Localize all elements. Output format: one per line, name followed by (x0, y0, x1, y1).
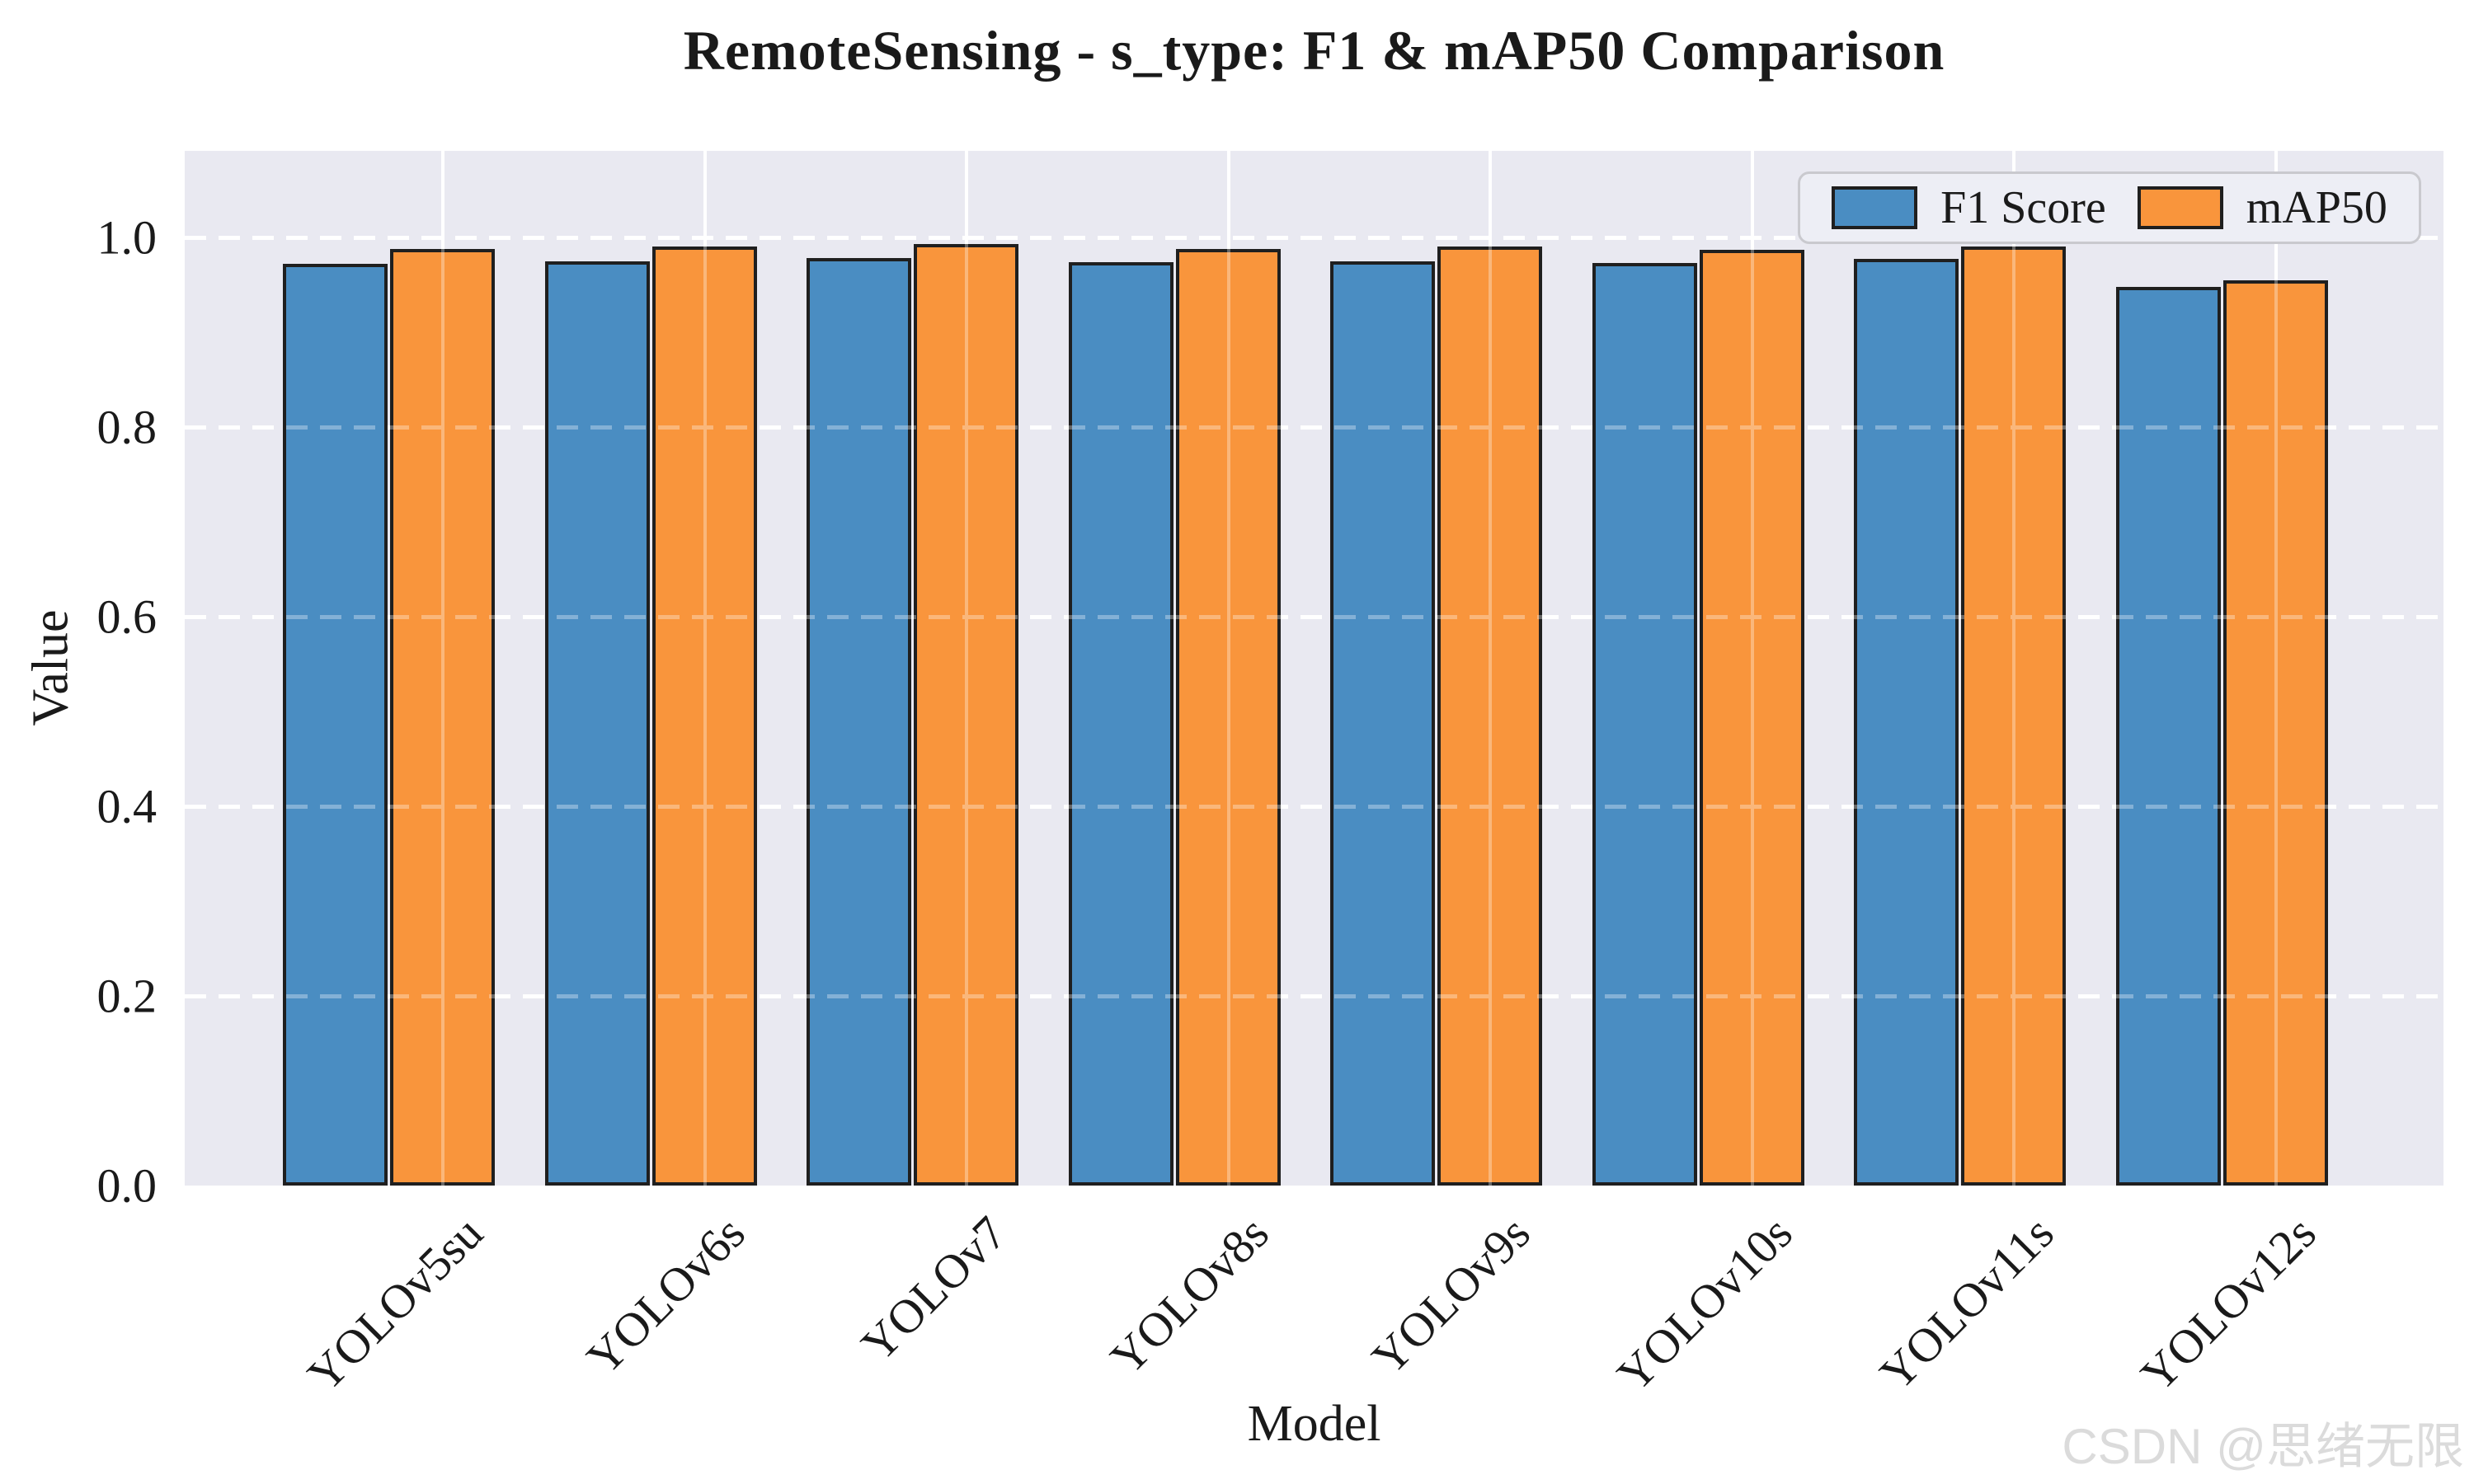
x-tick-label: YOLOv5su (297, 1205, 493, 1402)
y-gridline (185, 994, 2443, 998)
bar-f1-score (283, 264, 388, 1186)
y-tick-label: 0.4 (96, 779, 158, 834)
x-tick-label: YOLOv8s (1099, 1205, 1279, 1385)
legend: F1 Score mAP50 (1798, 171, 2421, 244)
bar-map50 (2222, 280, 2328, 1186)
x-tick-label: YOLOv10s (1606, 1205, 1803, 1402)
x-axis-label: Model (1247, 1396, 1381, 1452)
x-gridline (441, 151, 444, 1186)
y-gridline (185, 805, 2443, 809)
y-tick-label: 0.6 (96, 589, 158, 644)
bar-f1-score (1330, 261, 1435, 1186)
x-gridline (2274, 151, 2278, 1186)
bar-map50 (1437, 247, 1542, 1186)
x-tick-label: YOLOv12s (2129, 1205, 2326, 1402)
bar-f1-score (1854, 259, 1959, 1186)
bar-map50 (1699, 250, 1804, 1186)
x-tick-label: YOLOv6s (576, 1205, 755, 1385)
y-gridline (185, 236, 2443, 240)
bar-map50 (914, 244, 1018, 1186)
legend-label: F1 Score (1940, 182, 2106, 233)
x-gridline (1226, 151, 1230, 1186)
legend-label: mAP50 (2246, 182, 2387, 233)
y-axis-label: Value (22, 609, 79, 726)
bar-map50 (1175, 249, 1281, 1186)
x-tick-label: YOLOv7 (850, 1205, 1017, 1372)
gridlines-over (185, 151, 2443, 1186)
x-tick-label: YOLOv9s (1361, 1205, 1540, 1385)
y-gridline (185, 236, 2443, 240)
bar-f1-score (1068, 262, 1174, 1186)
x-tick-label: YOLOv11s (1869, 1205, 2064, 1401)
x-gridline (2012, 151, 2015, 1186)
bar-f1-score (1592, 263, 1697, 1186)
y-gridline (185, 425, 2443, 430)
y-tick-label: 0.0 (96, 1158, 158, 1213)
y-tick-label: 0.8 (96, 400, 158, 454)
bar-map50 (390, 249, 495, 1186)
legend-item: F1 Score (1832, 181, 2106, 234)
watermark: CSDN @思绪无限 (2062, 1419, 2464, 1474)
y-gridline (185, 425, 2443, 430)
y-tick-label: 1.0 (96, 210, 158, 265)
bar-f1-score (807, 258, 911, 1186)
x-gridline (1489, 151, 1492, 1186)
chart-title: RemoteSensing - s_type: F1 & mAP50 Compa… (683, 19, 1945, 82)
y-tick-label: 0.2 (96, 969, 158, 1023)
legend-swatch-icon (1832, 186, 1918, 229)
bar-map50 (651, 247, 757, 1186)
x-gridline (965, 151, 968, 1186)
bars-layer (185, 151, 2443, 1186)
y-gridline (185, 805, 2443, 809)
legend-swatch-icon (2137, 186, 2223, 229)
legend-item: mAP50 (2137, 181, 2387, 234)
bar-map50 (1961, 247, 2066, 1186)
y-gridline (185, 994, 2443, 998)
y-gridline (185, 615, 2443, 619)
y-gridline (185, 615, 2443, 619)
x-gridline (1750, 151, 1754, 1186)
bar-f1-score (544, 261, 650, 1186)
x-gridline (703, 151, 707, 1186)
bar-f1-score (2115, 287, 2221, 1186)
plot-area: F1 Score mAP50 (185, 151, 2443, 1186)
